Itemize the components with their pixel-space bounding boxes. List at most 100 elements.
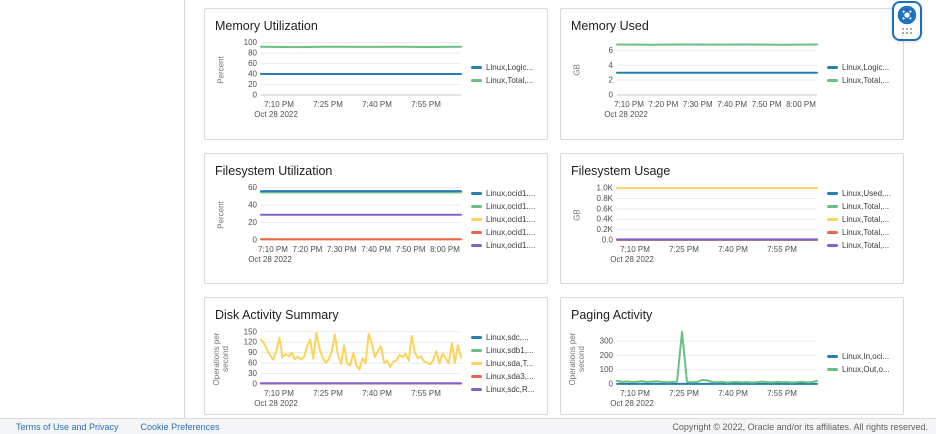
svg-text:60: 60 xyxy=(248,183,257,192)
svg-text:Oct 28 2022: Oct 28 2022 xyxy=(604,110,648,119)
svg-text:7:25 PM: 7:25 PM xyxy=(669,389,699,398)
legend-item[interactable]: Linux,Logic... xyxy=(827,63,895,72)
legend-series-swatch xyxy=(827,355,838,358)
copyright-text: Copyright © 2022, Oracle and/or its affi… xyxy=(672,421,928,432)
svg-text:0.0: 0.0 xyxy=(602,236,614,245)
legend-series-swatch xyxy=(827,217,838,221)
legend-item[interactable]: Linux,Total,... xyxy=(827,76,895,85)
footer-bar: Terms of Use and Privacy Cookie Preferen… xyxy=(0,418,936,434)
svg-text:1.0K: 1.0K xyxy=(597,184,614,193)
svg-text:7:25 PM: 7:25 PM xyxy=(669,245,699,254)
svg-text:0.6K: 0.6K xyxy=(597,204,614,213)
svg-text:100: 100 xyxy=(600,365,614,374)
legend-item[interactable]: Linux,Total,... xyxy=(827,241,895,250)
legend-series-label: Linux,Total,... xyxy=(842,240,890,250)
legend-series-label: Linux,In,oci... xyxy=(842,352,890,361)
legend-series-label: Linux,sda3,... xyxy=(486,371,534,381)
chart-card-disk-activity-summary: Disk Activity Summary Operations per seco… xyxy=(204,297,548,415)
svg-text:7:10 PM: 7:10 PM xyxy=(614,100,644,109)
chart-title: Memory Used xyxy=(571,19,649,33)
plot-area[interactable]: 0 20 40 60 7:10 PM 7:20 PM 7:30 PM 7:40 PM 7:50 … xyxy=(227,180,467,272)
legend-series-swatch xyxy=(827,66,838,69)
legend-series-swatch xyxy=(827,79,838,82)
plot-area[interactable]: 0 100 200 300 7:10 PM 7:25 PM 7:40 PM 7:55 PM Oc… xyxy=(583,324,823,415)
svg-text:200: 200 xyxy=(600,351,614,360)
legend-item[interactable]: Linux,sda3,... xyxy=(471,372,539,381)
svg-text:6: 6 xyxy=(609,46,614,55)
svg-text:30: 30 xyxy=(248,369,257,378)
help-widget[interactable] xyxy=(892,1,922,41)
legend: Linux,Used,... Linux,Total,... Linux,Total… xyxy=(823,180,895,272)
svg-text:7:30 PM: 7:30 PM xyxy=(327,245,357,254)
svg-text:90: 90 xyxy=(248,348,257,357)
svg-text:0: 0 xyxy=(253,91,258,100)
legend-item[interactable]: Linux,ocid1.... xyxy=(471,202,539,211)
legend-item[interactable]: Linux,sdc,R... xyxy=(471,385,539,394)
legend-item[interactable]: Linux,ocid1.... xyxy=(471,215,539,224)
cookie-preferences-link[interactable]: Cookie Preferences xyxy=(140,421,220,432)
legend-item[interactable]: Linux,Total,... xyxy=(471,76,539,85)
y-axis-title: GB xyxy=(572,64,582,76)
svg-text:7:50 PM: 7:50 PM xyxy=(396,245,426,254)
legend-series-label: Linux,Used,... xyxy=(842,188,891,198)
legend-series-label: Linux,ocid1.... xyxy=(486,214,536,224)
chart-title: Disk Activity Summary xyxy=(215,308,339,322)
chart-card-paging-activity: Paging Activity Operations per second 0 10… xyxy=(560,297,904,415)
legend-item[interactable]: Linux,ocid1.... xyxy=(471,189,539,198)
legend-item[interactable]: Linux,Total,... xyxy=(827,215,895,224)
svg-text:0: 0 xyxy=(253,236,258,245)
legend-item[interactable]: Linux,Total,... xyxy=(827,228,895,237)
legend-item[interactable]: Linux,sdc,... xyxy=(471,333,539,342)
svg-text:0: 0 xyxy=(609,380,614,389)
legend-series-label: Linux,Logic... xyxy=(486,63,534,72)
svg-text:7:10 PM: 7:10 PM xyxy=(620,245,650,254)
legend-series-swatch xyxy=(471,191,482,195)
legend-item[interactable]: Linux,Total,... xyxy=(827,202,895,211)
chart-card-memory-used: Memory Used GB 0 2 4 6 7:10 PM 7:20 PM 7:30 PM… xyxy=(560,8,904,140)
legend-series-label: Linux,ocid1.... xyxy=(486,227,536,237)
svg-text:7:55 PM: 7:55 PM xyxy=(411,100,441,109)
legend: Linux,Logic... Linux,Total,... xyxy=(467,35,539,127)
legend-item[interactable]: Linux,In,oci... xyxy=(827,352,895,361)
plot-area[interactable]: 0.0 0.2K0.4K 0.6K0.8K1.0K 7:10 PM 7:25 PM 7:4… xyxy=(583,180,823,272)
svg-text:7:40 PM: 7:40 PM xyxy=(718,389,748,398)
legend-series-swatch xyxy=(471,374,482,378)
svg-text:7:40 PM: 7:40 PM xyxy=(718,245,748,254)
svg-text:0: 0 xyxy=(253,380,258,389)
legend-item[interactable]: Linux,sdb1,... xyxy=(471,346,539,355)
legend-series-label: Linux,sda,T... xyxy=(486,358,534,368)
svg-text:40: 40 xyxy=(248,70,257,79)
chart-title: Filesystem Utilization xyxy=(215,164,333,178)
legend-item[interactable]: Linux,ocid1.... xyxy=(471,228,539,237)
plot-area[interactable]: 0 2 4 6 7:10 PM 7:20 PM 7:30 PM 7:40 PM 7:50 PM 8… xyxy=(583,35,823,127)
terms-of-use-link[interactable]: Terms of Use and Privacy xyxy=(16,421,119,432)
legend-series-swatch xyxy=(827,368,838,371)
legend-item[interactable]: Linux,Used,... xyxy=(827,189,895,198)
legend-series-swatch xyxy=(471,204,482,208)
svg-text:0.8K: 0.8K xyxy=(597,194,614,203)
legend-item[interactable]: Linux,ocid1.... xyxy=(471,241,539,250)
svg-text:2: 2 xyxy=(609,76,614,85)
svg-text:60: 60 xyxy=(248,359,257,368)
svg-text:60: 60 xyxy=(248,59,257,68)
legend-series-label: Linux,Out,o... xyxy=(842,365,890,374)
legend-item[interactable]: Linux,sda,T... xyxy=(471,359,539,368)
svg-text:7:55 PM: 7:55 PM xyxy=(767,389,797,398)
legend-series-swatch xyxy=(827,230,838,234)
legend: Linux,Logic... Linux,Total,... xyxy=(823,35,895,127)
svg-text:7:40 PM: 7:40 PM xyxy=(361,245,391,254)
drag-handle-icon[interactable] xyxy=(902,28,912,34)
legend-series-swatch xyxy=(827,204,838,208)
legend-item[interactable]: Linux,Logic... xyxy=(471,63,539,72)
legend-series-label: Linux,ocid1.... xyxy=(486,201,536,211)
y-axis-title: GB xyxy=(572,209,582,221)
legend-series-swatch xyxy=(471,217,482,221)
svg-text:Oct 28 2022: Oct 28 2022 xyxy=(248,255,292,264)
svg-text:7:10 PM: 7:10 PM xyxy=(620,389,650,398)
legend-item[interactable]: Linux,Out,o... xyxy=(827,365,895,374)
svg-text:Oct 28 2022: Oct 28 2022 xyxy=(254,110,298,119)
legend-series-label: Linux,Total,... xyxy=(486,76,534,85)
legend-series-label: Linux,sdc,R... xyxy=(486,384,535,394)
